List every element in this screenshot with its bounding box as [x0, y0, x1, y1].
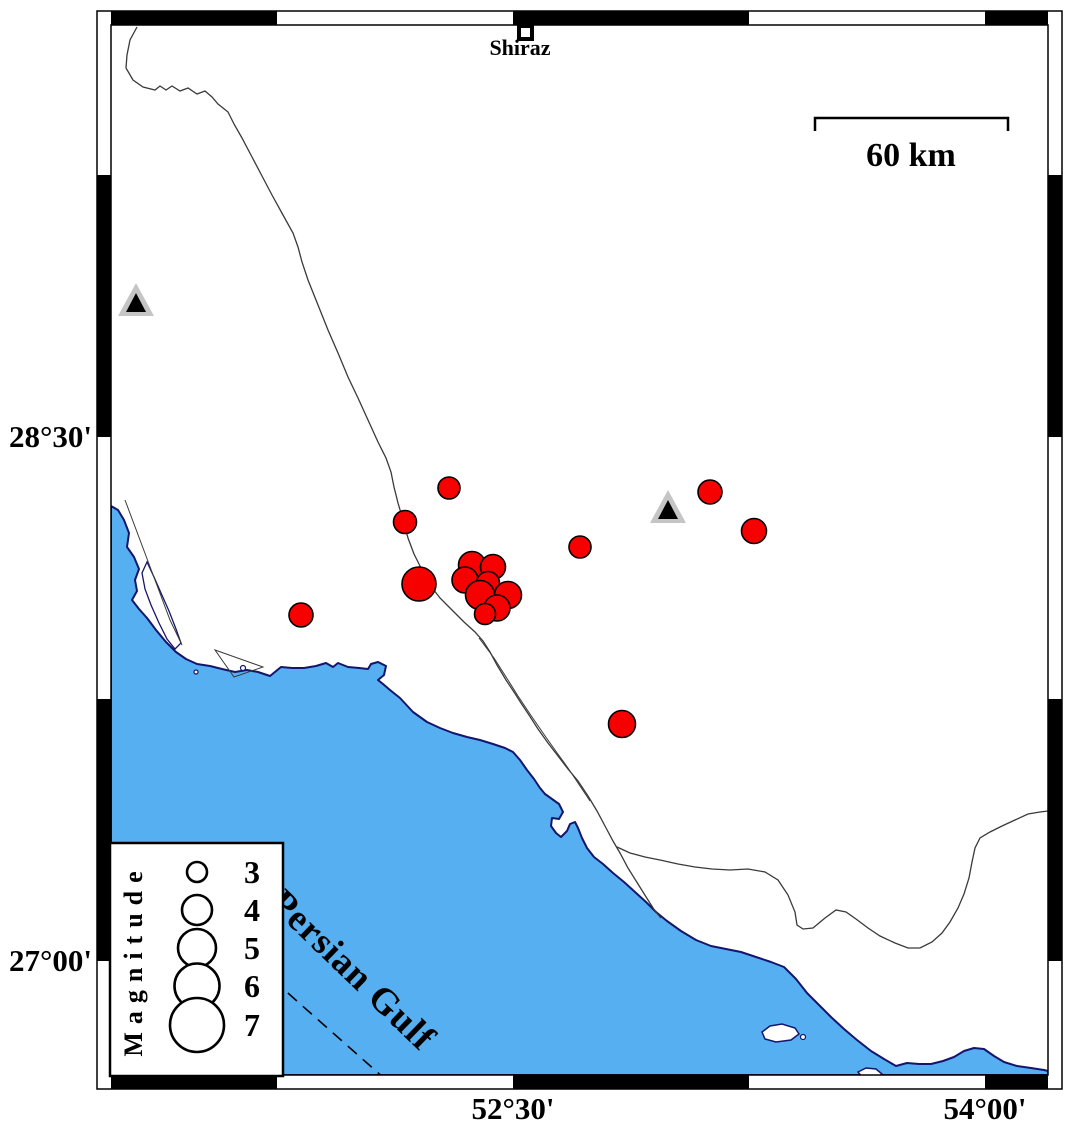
- frame-tick-segment: [111, 1075, 277, 1089]
- legend-title: Magnitude: [119, 863, 148, 1056]
- legend-magnitude-label: 5: [244, 930, 260, 966]
- frame-tick-segment: [97, 699, 111, 961]
- scale-bar-line: [813, 116, 1010, 131]
- station-triangle-inner-icon: [658, 500, 678, 519]
- province-boundary: [616, 810, 1049, 949]
- legend-magnitude-circle: [185, 860, 209, 884]
- axis-label-left-top: 28°30': [9, 419, 92, 454]
- earthquake-marker: [740, 517, 768, 545]
- minor-line: [213, 649, 265, 678]
- legend-magnitude-label: 6: [244, 968, 260, 1004]
- city-square-icon: [517, 24, 534, 41]
- province-boundary-parallel: [478, 637, 591, 802]
- earthquake-marker: [401, 566, 437, 602]
- province-boundary: [125, 26, 662, 919]
- frame-tick-segment: [111, 11, 277, 25]
- maritime-boundary-dashed: [227, 939, 386, 1080]
- map-frame: [96, 10, 1063, 1090]
- frame-tick-segment: [1048, 699, 1062, 961]
- frame-tick-segment: [1048, 175, 1062, 437]
- earthquake-marker: [697, 479, 723, 505]
- earthquake-marker: [437, 476, 461, 500]
- legend-magnitude-label: 3: [244, 854, 260, 890]
- legend-magnitude-circle: [180, 893, 214, 927]
- persian-gulf-water: [110, 505, 1049, 1076]
- frame-tick-segment: [985, 1075, 1048, 1089]
- earthquake-layer: [288, 476, 768, 739]
- islet: [239, 664, 247, 672]
- islet: [799, 1033, 807, 1041]
- frame-inner-line: [110, 24, 1049, 1076]
- axis-label-bottom-left: 52°30': [471, 1091, 554, 1126]
- city-label: Shiraz: [489, 35, 550, 60]
- geography-layer: [110, 26, 1049, 1080]
- axis-label-left-bottom: 27°00': [9, 943, 92, 978]
- frame-tick-segment: [97, 175, 111, 437]
- earthquake-marker: [473, 602, 497, 626]
- frame-outer-line: [96, 10, 1063, 1090]
- legend-magnitude-circle: [168, 996, 226, 1054]
- minor-line: [124, 499, 183, 646]
- islet: [193, 669, 199, 675]
- earthquake-marker: [288, 602, 314, 628]
- island: [761, 1023, 801, 1043]
- earthquake-marker: [607, 709, 637, 739]
- axis-label-bottom-right: 54°00': [943, 1091, 1026, 1126]
- scale-bar: 60 km: [813, 116, 1010, 174]
- frame-tick-segment: [513, 1075, 749, 1089]
- frame-tick-segment: [513, 11, 749, 25]
- earthquake-marker: [568, 535, 592, 559]
- legend-magnitude-label: 7: [244, 1007, 260, 1043]
- city-marker-group: Shiraz: [489, 24, 551, 60]
- legend-magnitude-circle: [176, 927, 218, 969]
- scale-bar-label: 60 km: [866, 137, 956, 174]
- station-triangle-inner-icon: [126, 293, 146, 312]
- earthquake-marker: [392, 509, 418, 535]
- frame-tick-segment: [985, 11, 1048, 25]
- station-layer: [118, 283, 686, 523]
- legend-magnitude-label: 4: [244, 892, 260, 928]
- coastal-spit: [141, 560, 182, 650]
- axis-labels: 28°30' 27°00' 52°30' 54°00': [9, 419, 1027, 1126]
